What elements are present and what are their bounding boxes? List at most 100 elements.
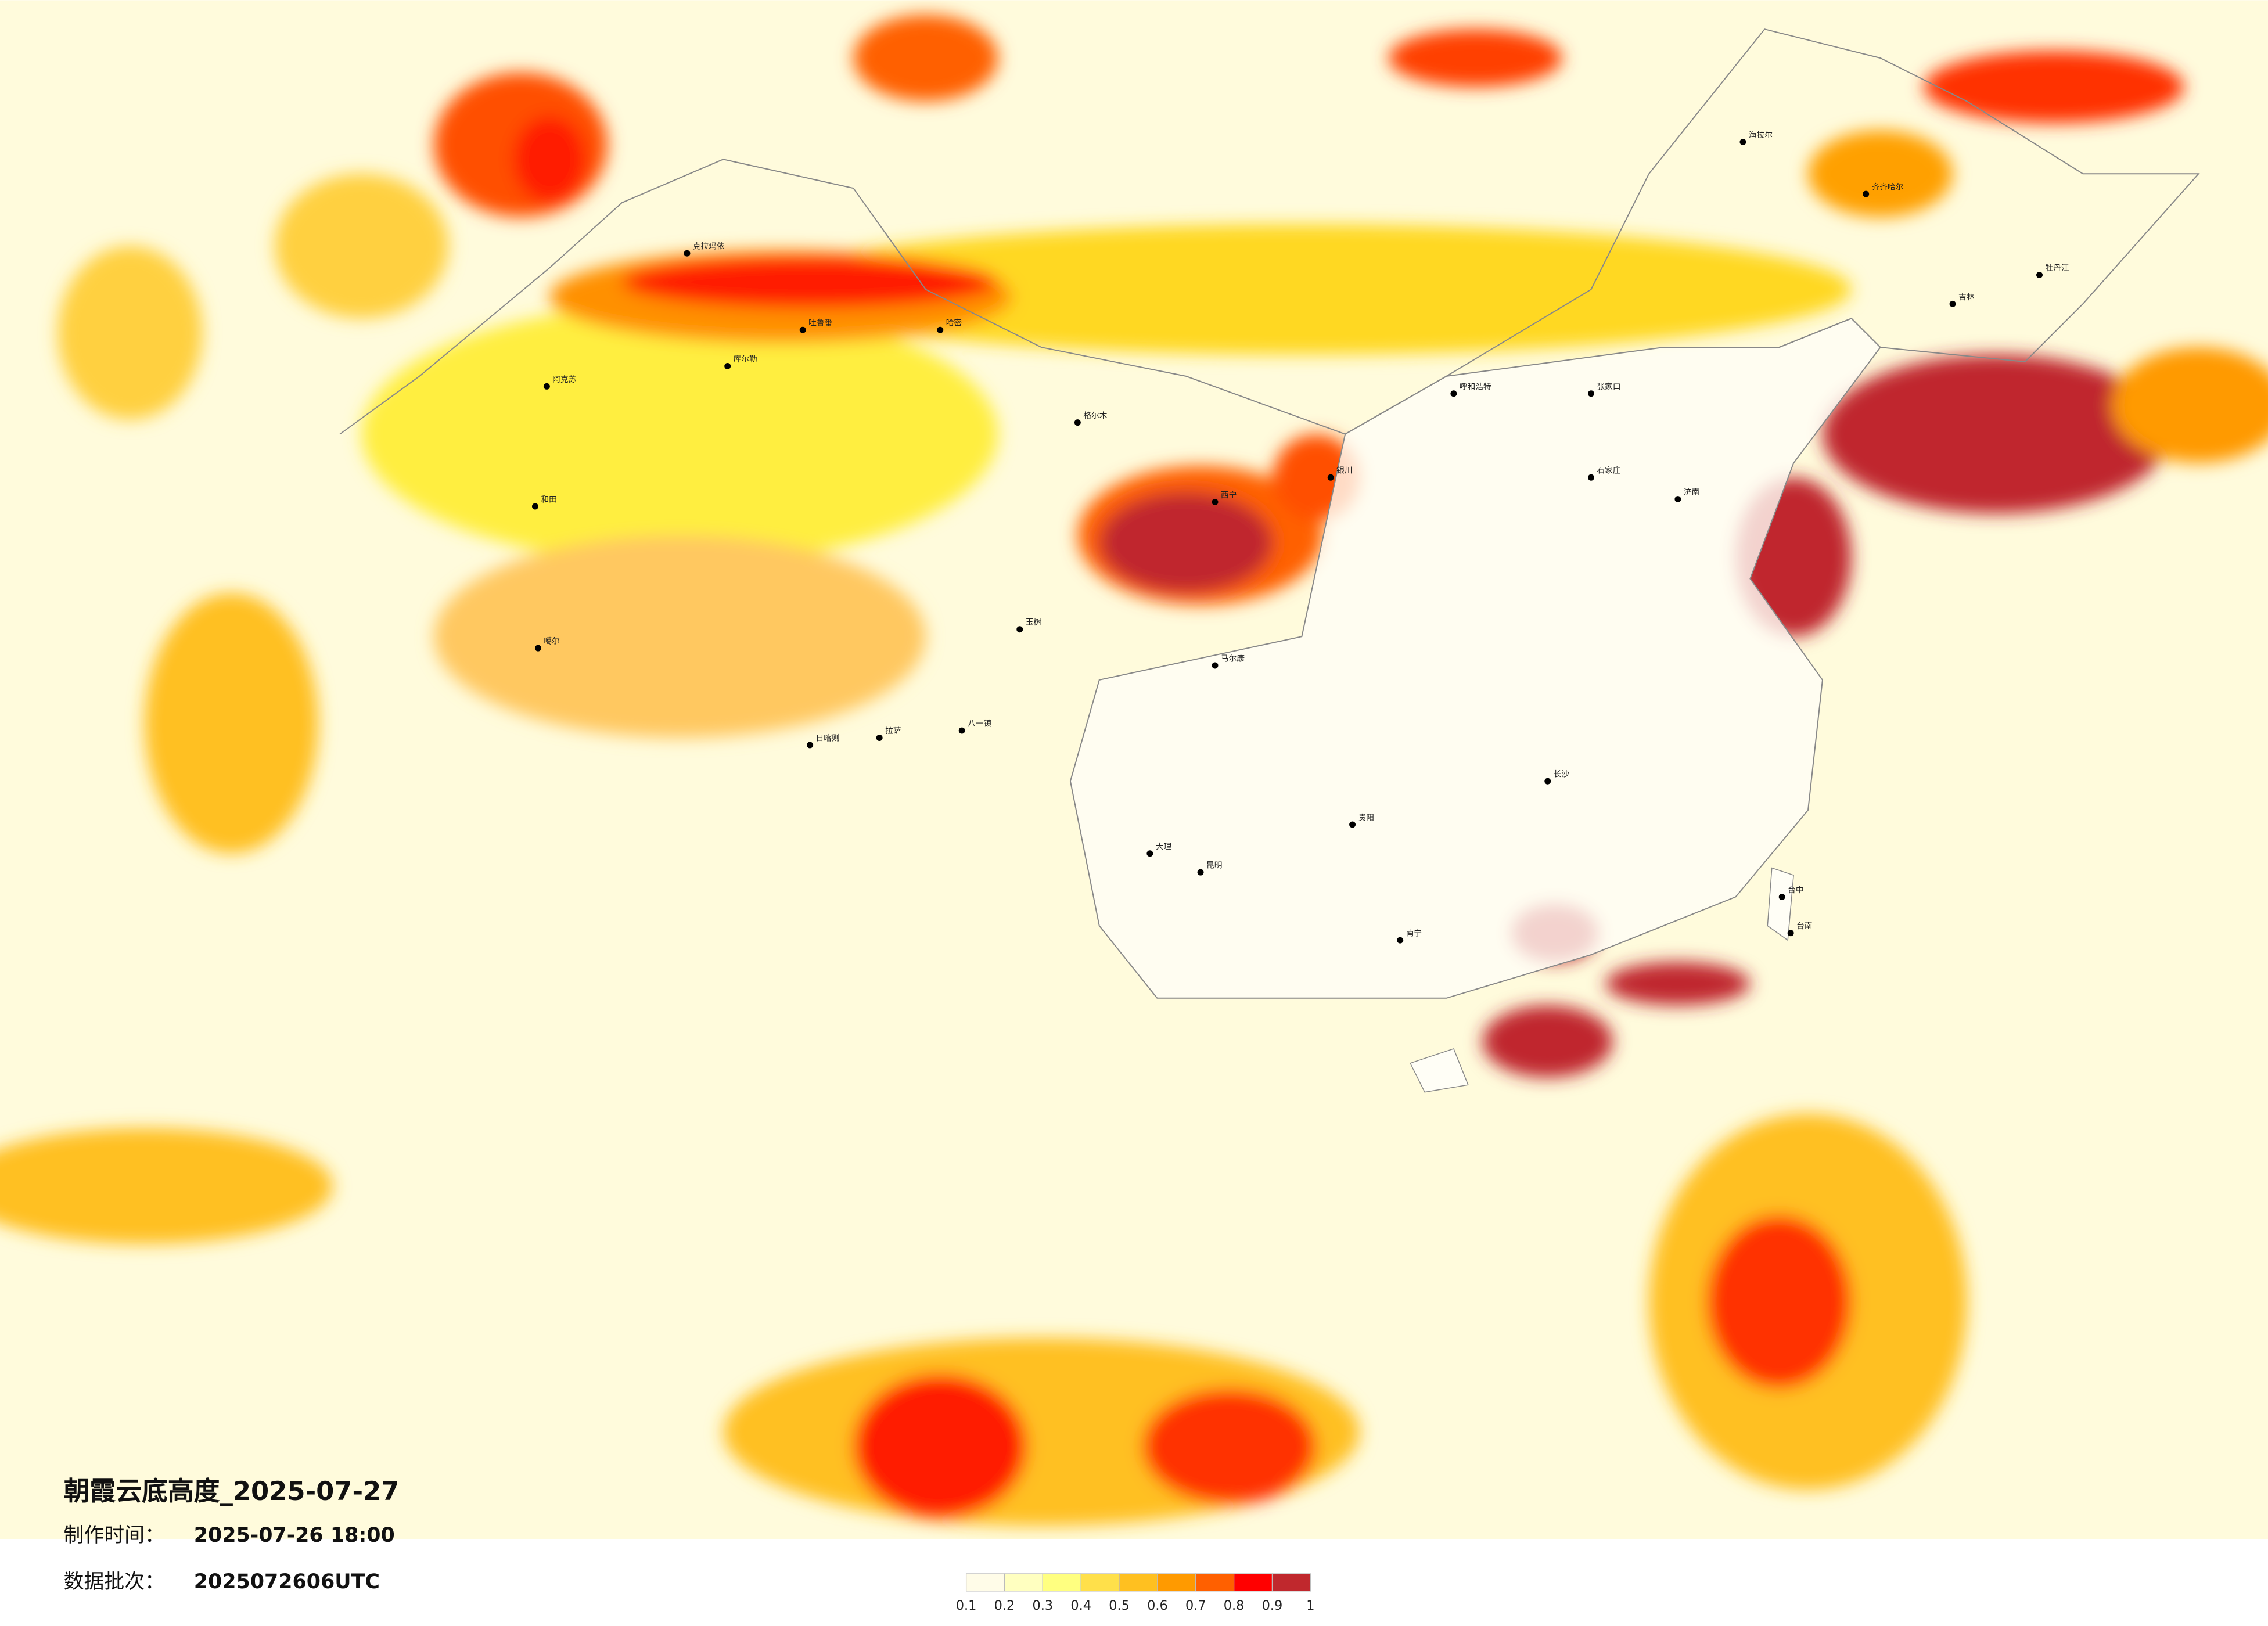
city-label: 八一镇 (968, 720, 991, 729)
cloud-patch (2112, 347, 2268, 463)
city-label: 哈密 (946, 318, 962, 328)
cloud-patch (853, 15, 998, 102)
legend-swatch (1042, 1573, 1081, 1592)
city-label: 张家口 (1597, 382, 1620, 391)
city-dot (1544, 778, 1551, 785)
city-label: 海拉尔 (1749, 131, 1773, 140)
info-label: 数据批次： (64, 1570, 165, 1593)
info-label: 制作时间： (64, 1524, 165, 1547)
info-value: 2025072606UTC (194, 1570, 380, 1593)
city-dot (1863, 190, 1870, 197)
cloud-patch (853, 1374, 1027, 1519)
city-dot (1674, 496, 1681, 503)
city-dot (1397, 937, 1404, 944)
city-dot (1949, 300, 1956, 307)
city-dot (1016, 626, 1023, 633)
legend-swatch (1271, 1573, 1311, 1592)
city-dot (1778, 893, 1785, 900)
city-dot (1349, 821, 1356, 828)
city-label: 大理 (1156, 842, 1172, 851)
city-label: 昆明 (1206, 861, 1222, 870)
legend-swatch (1157, 1573, 1196, 1592)
cloud-patch (275, 174, 449, 319)
city-dot (1450, 390, 1457, 397)
cloud-patch (1388, 29, 1562, 87)
taiwan (1767, 867, 1794, 941)
border (339, 28, 2200, 435)
legend-tick-label: 0.3 (1033, 1598, 1054, 1613)
cloud-patch (361, 304, 998, 564)
city-dot (1587, 390, 1594, 397)
city-label: 西宁 (1221, 490, 1237, 500)
city-label: 玉树 (1026, 618, 1042, 627)
city-dot (1074, 419, 1081, 426)
city-label: 和田 (541, 495, 556, 505)
city-label: 阿克苏 (552, 375, 576, 384)
city-label: 格尔木 (1083, 411, 1107, 420)
city-label: 南宁 (1406, 929, 1422, 938)
city-dot (2036, 272, 2043, 279)
cloud-patch (1822, 354, 2170, 514)
city-label: 日喀则 (816, 733, 840, 743)
city-label: 石家庄 (1597, 466, 1620, 476)
cloud-patch (145, 593, 318, 854)
city-dot (543, 383, 550, 390)
city-label: 吐鲁番 (808, 319, 832, 328)
city-label: 拉萨 (885, 726, 901, 736)
cloud-patch (513, 116, 586, 203)
city-label: 库尔勒 (734, 355, 757, 364)
city-dot (1146, 850, 1153, 857)
city-dot (1787, 930, 1794, 937)
city-label: 贵阳 (1358, 813, 1374, 822)
legend-swatch (1004, 1573, 1043, 1592)
legend-tick-label: 0.1 (956, 1598, 977, 1613)
city-label: 呼和浩特 (1460, 382, 1491, 391)
legend-tick-label: 0.2 (994, 1598, 1015, 1613)
legend-swatch (965, 1573, 1005, 1592)
cloud-patch (1099, 492, 1273, 593)
city-dot (1739, 138, 1746, 145)
legend-swatch (1233, 1573, 1273, 1592)
city-dot (876, 735, 883, 741)
legend-tick-label: 0.9 (1262, 1598, 1283, 1613)
legend-swatch (1195, 1573, 1235, 1592)
city-dot (1212, 662, 1219, 669)
map-title: 朝霞云底高度_2025-07-27 (64, 1476, 400, 1506)
city-label: 台南 (1796, 922, 1812, 931)
city-dot (534, 645, 541, 652)
legend-tick-label: 0.7 (1185, 1598, 1206, 1613)
legend-tick-label: 0.8 (1224, 1598, 1245, 1613)
city-dot (937, 326, 944, 333)
city-dot (1197, 869, 1204, 876)
cloud-patch (1142, 1388, 1317, 1505)
legend-swatch (1119, 1573, 1158, 1592)
city-dot (1587, 474, 1594, 481)
legend-tick-label: 0.6 (1147, 1598, 1168, 1613)
city-dot (724, 362, 731, 369)
cloud-patch (1706, 1215, 1852, 1389)
cloud-patch (1605, 962, 1751, 1006)
legend-tick-label: 0.5 (1109, 1598, 1130, 1613)
city-label: 噶尔 (544, 637, 560, 646)
cloud-patch (752, 224, 1852, 355)
city-label: 齐齐哈尔 (1872, 183, 1904, 192)
city-label: 吉林 (1958, 293, 1975, 302)
hainan (1410, 1048, 1469, 1093)
city-label: 马尔康 (1221, 654, 1245, 664)
legend-swatch (1080, 1573, 1120, 1592)
legend-tick-label: 0.4 (1070, 1598, 1091, 1613)
city-dot (1212, 499, 1219, 506)
cloud-patch (0, 1128, 333, 1244)
city-label: 克拉玛依 (693, 242, 725, 251)
city-label: 银川 (1336, 466, 1352, 476)
legend-tick-label: 1 (1306, 1598, 1314, 1613)
city-dot (531, 503, 538, 510)
cloud-patch (434, 535, 926, 738)
city-label: 长沙 (1554, 770, 1570, 779)
cloud-patch (621, 256, 998, 308)
city-label: 牡丹江 (2045, 264, 2069, 273)
city-dot (799, 326, 806, 333)
city-label: 台中 (1788, 886, 1803, 895)
